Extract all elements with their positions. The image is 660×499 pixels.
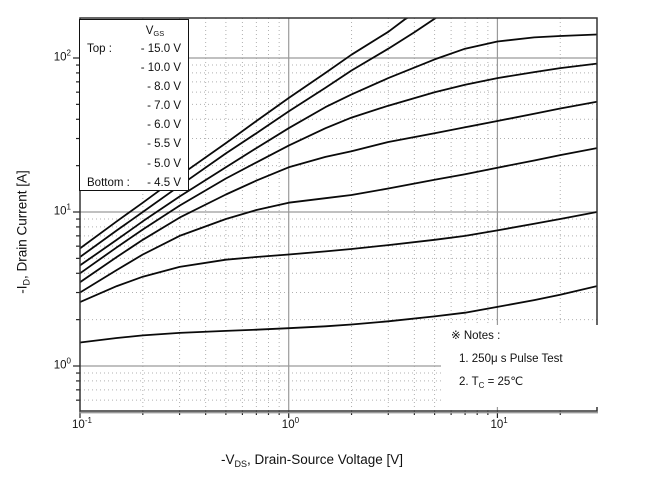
x-axis-title-subscript: DS: [234, 459, 247, 469]
x-tick-label-10e0: 100: [281, 416, 300, 431]
legend-row-vgs--7: - 7.0 V: [80, 97, 188, 116]
note-temperature-unit: ℃: [510, 376, 524, 388]
curve-vgs--15V: [80, 18, 409, 250]
legend-row-vgs--6: - 6.0 V: [80, 116, 188, 135]
x-tick-label-10e-1: 10-1: [72, 416, 92, 431]
y-axis-title-rest: , Drain Current [A]: [14, 170, 30, 280]
y-tick-label-10e1: 101: [53, 202, 71, 218]
legend-row-vgs--4.5: Bottom : - 4.5 V: [80, 174, 188, 193]
legend-value: - 4.5 V: [147, 176, 181, 189]
legend-prefix: Bottom :: [87, 176, 130, 189]
y-tick-label-10e2: 102: [53, 48, 71, 64]
curve-vgs--6V: [80, 100, 597, 284]
x-axis-title-main: -V: [220, 452, 235, 467]
legend-row-vgs--5: - 5.0 V: [80, 155, 188, 174]
x-axis-title: -VDS, Drain-Source Voltage [V]: [220, 452, 404, 469]
legend-header-symbol: V: [145, 25, 154, 37]
curve-vgs--5.5V: [80, 147, 597, 294]
notes-heading: ※ Notes :: [451, 330, 501, 342]
legend-value: - 7.0 V: [147, 100, 181, 113]
legend-row-vgs--5.5: - 5.5 V: [80, 135, 188, 154]
legend-row-vgs--15: Top : - 15.0 V: [80, 40, 188, 59]
legend-value: - 5.5 V: [147, 138, 181, 151]
note-temperature-p1: 2. T: [459, 376, 479, 388]
legend-row-vgs--8: - 8.0 V: [80, 78, 188, 97]
legend-value: - 10.0 V: [140, 62, 181, 75]
plot-frame: [79, 17, 598, 412]
legend-row-vgs--10: - 10.0 V: [80, 59, 188, 78]
legend-value: - 8.0 V: [147, 81, 181, 94]
curve-vgs--4.5V: [80, 285, 597, 344]
note-temperature-p2: = 25: [484, 376, 511, 388]
curve-vgs--7V: [80, 62, 597, 275]
minor-gridlines: [80, 18, 597, 411]
notes-box: ※ Notes : 1. 250μ s Pulse Test 2. TC = 2…: [441, 325, 611, 407]
note-pulse-test: 1. 250μ s Pulse Test: [459, 353, 563, 365]
legend-value: - 15.0 V: [140, 43, 181, 55]
note-temperature: 2. TC = 25℃: [441, 371, 611, 394]
legend-value: - 5.0 V: [147, 157, 181, 170]
id-vds-curves: [80, 18, 597, 344]
legend-rows: Top : - 15.0 V - 10.0 V - 8.0 V - 7.0 V - 6.0…: [80, 40, 188, 193]
x-axis-title-rest: , Drain-Source Voltage [V]: [246, 452, 404, 467]
y-axis-title-subscript: D: [21, 279, 32, 286]
y-axis-title-main: -I: [14, 285, 30, 294]
legend-value: - 6.0 V: [147, 119, 181, 132]
legend-header: VGS: [80, 20, 188, 40]
legend-header-subscript: GS: [153, 29, 165, 38]
note-temperature-subscript: C: [478, 381, 485, 390]
y-tick-label-10e0: 100: [53, 356, 71, 372]
vgs-legend-box: VGS Top : - 15.0 V - 10.0 V - 8.0 V - 7.0 V -…: [79, 19, 189, 191]
curve-vgs--5V: [80, 211, 597, 304]
legend-prefix: Top :: [87, 43, 112, 55]
curve-vgs--8V: [80, 33, 597, 267]
curve-vgs--10V: [80, 18, 438, 258]
x-tick-label-10e1: 101: [490, 416, 508, 431]
y-axis-title: -ID, Drain Current [A]: [14, 170, 32, 294]
